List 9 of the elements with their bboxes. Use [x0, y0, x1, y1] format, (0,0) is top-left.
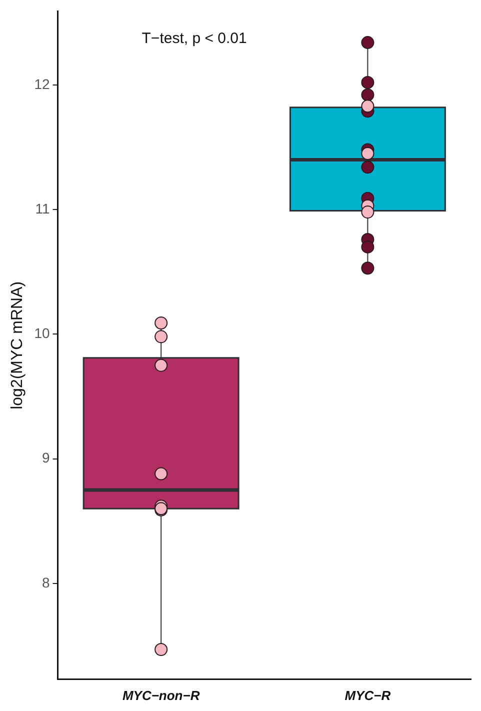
y-tick-label: 10 [34, 325, 50, 342]
y-tick-label: 11 [35, 200, 50, 216]
x-tick-label: MYC−non−R [122, 688, 200, 703]
y-tick-label: 8 [42, 574, 50, 590]
x-tick-label: MYC−R [344, 688, 392, 703]
annotation: T−test, p < 0.01 [142, 30, 247, 48]
y-axis-title: log2(MYC mRNA) [9, 281, 26, 410]
y-tick-label: 12 [34, 76, 50, 92]
y-tick-label: 9 [42, 450, 50, 466]
